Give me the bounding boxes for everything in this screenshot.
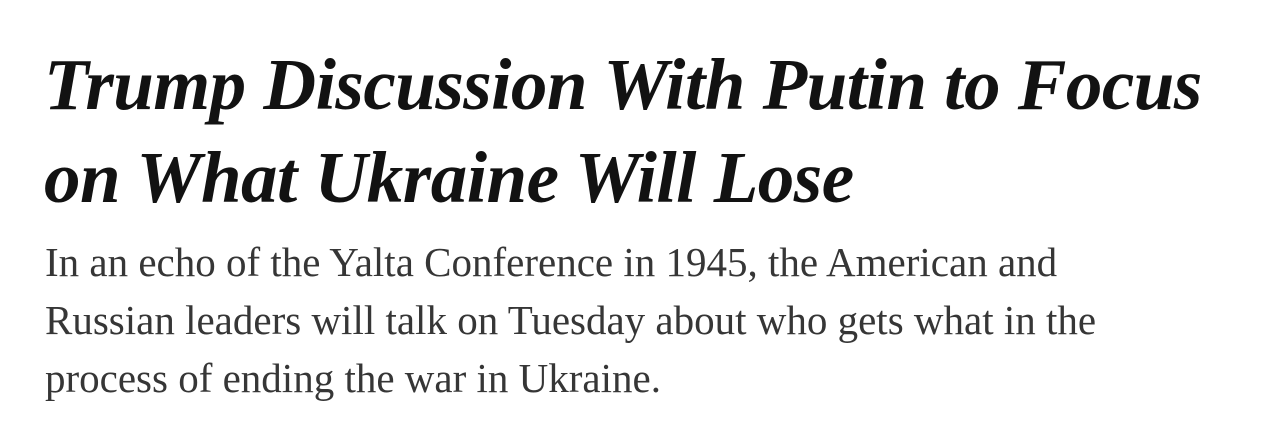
article-headline[interactable]: Trump Discussion With Putin to Focus on … bbox=[44, 38, 1202, 224]
article-summary: In an echo of the Yalta Conference in 19… bbox=[45, 233, 1096, 407]
summary-line: In an echo of the Yalta Conference in 19… bbox=[45, 239, 1058, 285]
headline-line: Trump Discussion With Putin to Focus bbox=[44, 44, 1202, 125]
summary-line: process of ending the war in Ukraine. bbox=[45, 355, 661, 401]
summary-line: Russian leaders will talk on Tuesday abo… bbox=[45, 297, 1097, 343]
headline-line: on What Ukraine Will Lose bbox=[44, 137, 854, 218]
